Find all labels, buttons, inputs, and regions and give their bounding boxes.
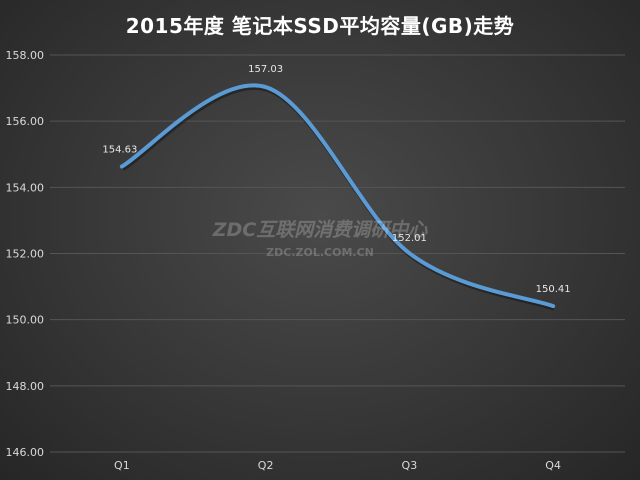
series-line-shadow bbox=[121, 84, 555, 311]
y-tick-label: 158.00 bbox=[6, 49, 45, 62]
y-tick-label: 152.00 bbox=[6, 248, 45, 261]
x-tick-label: Q4 bbox=[545, 459, 561, 472]
y-tick-label: 154.00 bbox=[6, 181, 45, 194]
data-label: 150.41 bbox=[536, 284, 571, 295]
y-tick-label: 148.00 bbox=[6, 380, 45, 393]
x-tick-label: Q3 bbox=[402, 459, 418, 472]
chart-title: 2015年度 笔记本SSD平均容量(GB)走势 bbox=[125, 14, 515, 38]
data-label: 157.03 bbox=[248, 64, 283, 75]
x-tick-label: Q1 bbox=[114, 459, 130, 472]
data-label: 152.01 bbox=[392, 233, 427, 244]
y-tick-label: 150.00 bbox=[6, 314, 45, 327]
y-tick-label: 156.00 bbox=[6, 115, 45, 128]
y-tick-label: 146.00 bbox=[6, 446, 45, 459]
x-tick-label: Q2 bbox=[258, 459, 274, 472]
series-line bbox=[119, 83, 556, 309]
data-label: 154.63 bbox=[102, 144, 137, 155]
